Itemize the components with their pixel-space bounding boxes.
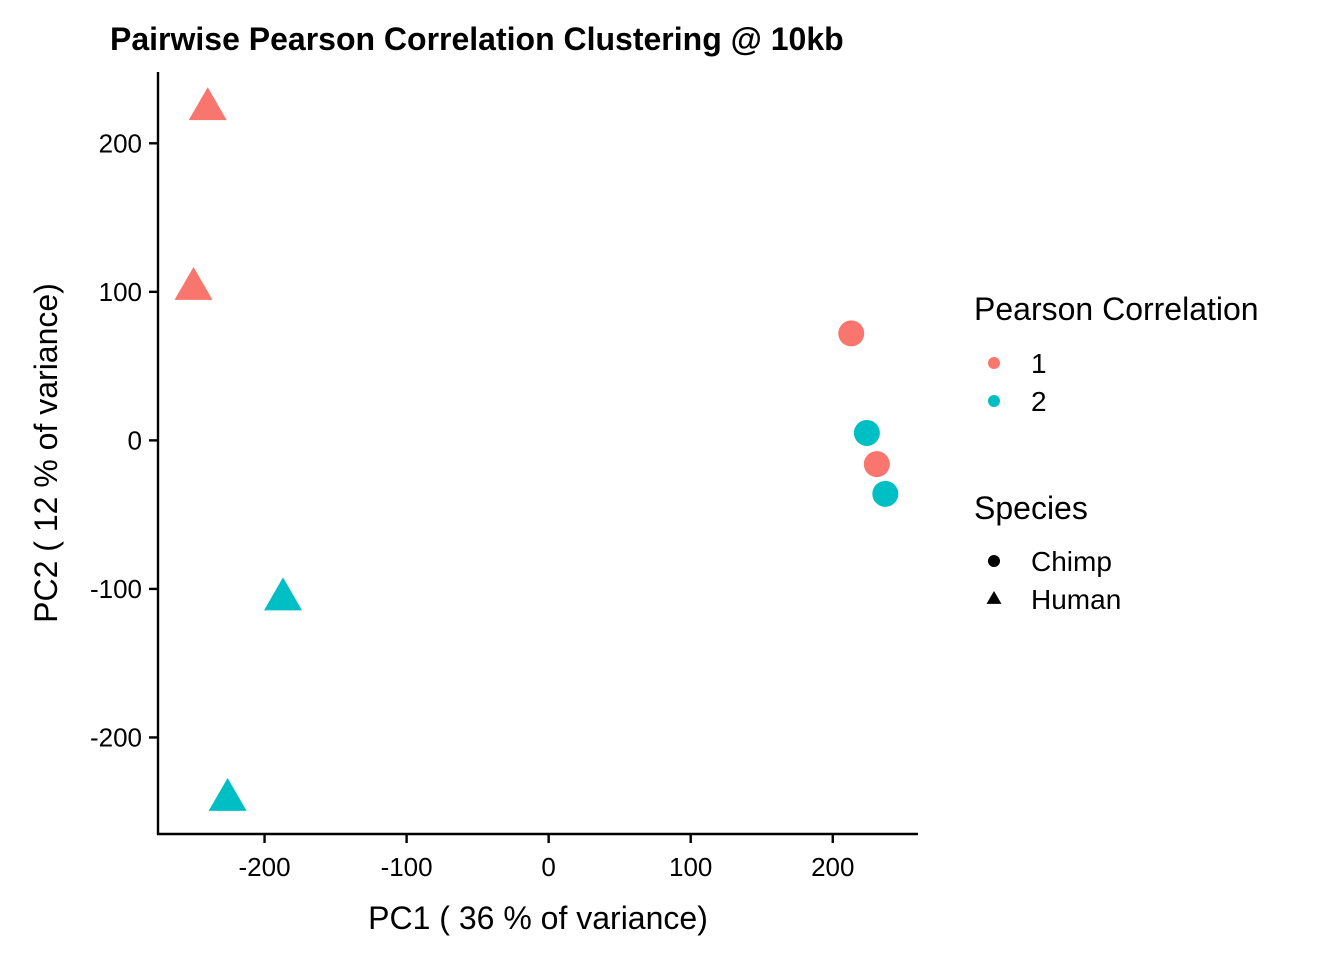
y-tick-label: -200 (90, 722, 142, 752)
data-point-triangle (208, 777, 247, 811)
legend: Pearson Correlation 12 Species ChimpHuma… (974, 291, 1259, 615)
data-point-circle (872, 480, 899, 507)
shape-legend-key (986, 590, 1002, 604)
data-point-triangle (188, 87, 227, 121)
color-legend-entries: 12 (988, 348, 1047, 417)
y-tick-label: 0 (128, 425, 142, 455)
x-tick-label: 0 (541, 852, 555, 882)
y-tick-label: 200 (99, 128, 142, 158)
axes (156, 72, 918, 836)
shape-legend-label: Chimp (1031, 546, 1112, 577)
x-tick-label: -200 (239, 852, 291, 882)
data-point-circle (853, 419, 880, 446)
shape-legend-title: Species (974, 490, 1088, 526)
x-tick-label: -100 (381, 852, 433, 882)
data-point-triangle (174, 266, 213, 300)
y-axis-title: PC2 ( 12 % of variance) (28, 283, 64, 623)
data-point-circle (838, 320, 865, 347)
color-legend-title: Pearson Correlation (974, 291, 1259, 327)
shape-legend-key (988, 555, 1000, 567)
x-tick-label: 100 (669, 852, 712, 882)
y-ticks: -200 -100 0 100 200 (90, 128, 158, 752)
data-points (174, 87, 899, 811)
color-legend-label: 2 (1031, 386, 1047, 417)
color-legend-label: 1 (1031, 348, 1047, 379)
color-legend-key (988, 357, 1000, 369)
data-point-circle (863, 451, 890, 478)
color-legend-key (988, 395, 1000, 407)
x-ticks: -200 -100 0 100 200 (239, 834, 854, 882)
chart-title: Pairwise Pearson Correlation Clustering … (110, 21, 844, 57)
data-point-triangle (264, 577, 303, 611)
shape-legend-label: Human (1031, 584, 1121, 615)
x-tick-label: 200 (811, 852, 854, 882)
y-tick-label: 100 (99, 277, 142, 307)
x-axis-title: PC1 ( 36 % of variance) (368, 900, 708, 936)
y-tick-label: -100 (90, 574, 142, 604)
shape-legend-entries: Chimp Human (986, 546, 1121, 615)
